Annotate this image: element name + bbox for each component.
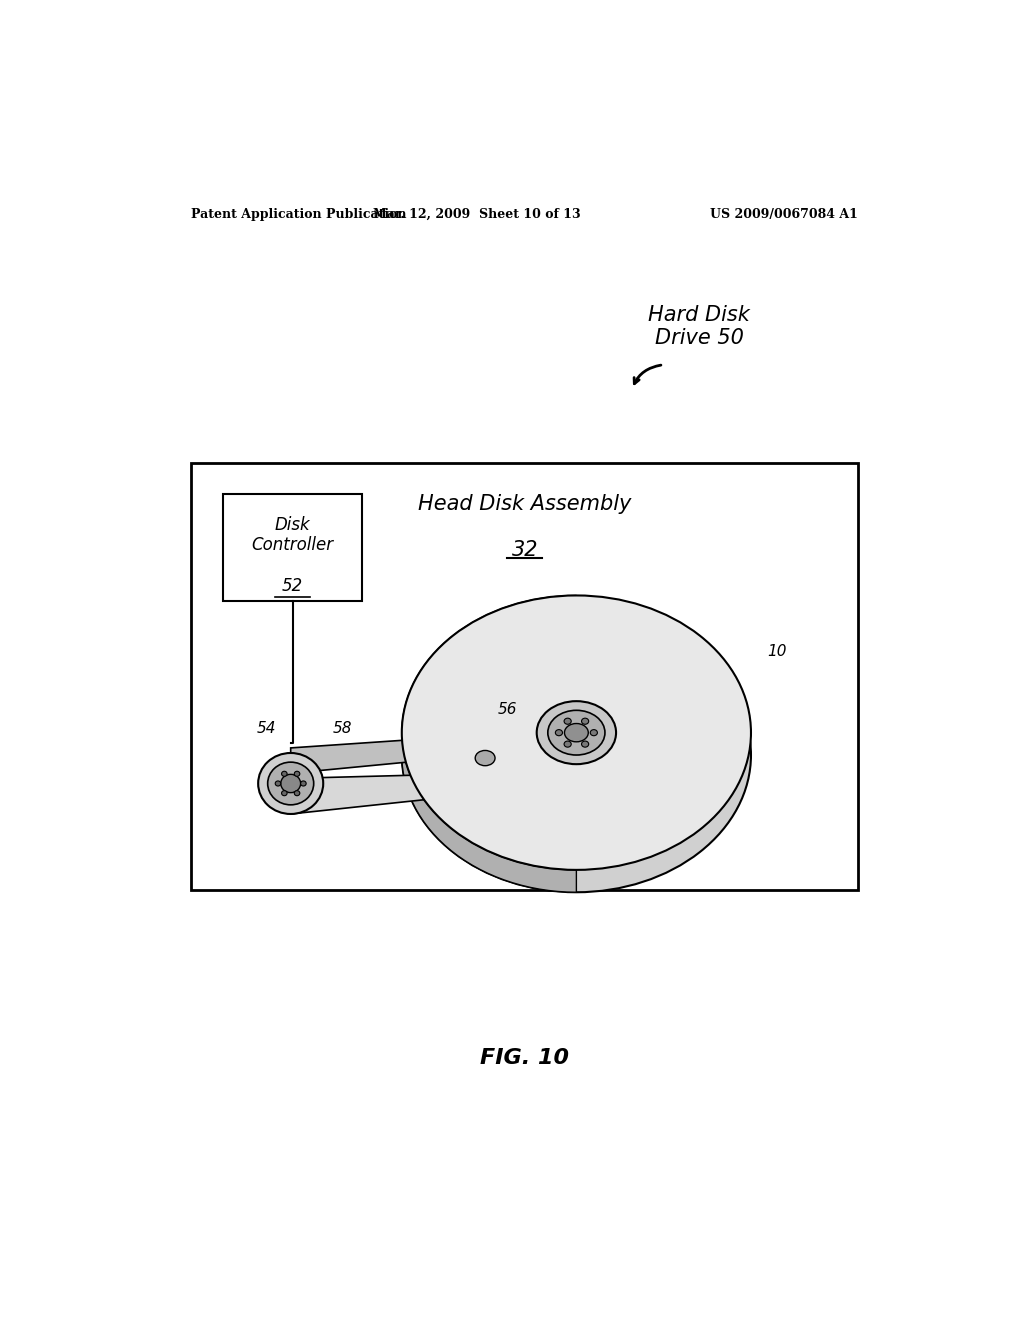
Ellipse shape [282, 791, 287, 796]
Ellipse shape [582, 741, 589, 747]
Text: Head Disk Assembly: Head Disk Assembly [418, 494, 632, 513]
Ellipse shape [582, 718, 589, 725]
Ellipse shape [564, 718, 571, 725]
Ellipse shape [475, 751, 495, 766]
Ellipse shape [281, 775, 301, 792]
Ellipse shape [564, 723, 588, 742]
Ellipse shape [555, 730, 562, 735]
Ellipse shape [564, 741, 571, 747]
Text: 54: 54 [257, 721, 276, 735]
Ellipse shape [401, 595, 751, 870]
Text: 58: 58 [333, 721, 352, 735]
FancyBboxPatch shape [223, 494, 362, 601]
Ellipse shape [294, 771, 300, 776]
Text: Mar. 12, 2009  Sheet 10 of 13: Mar. 12, 2009 Sheet 10 of 13 [374, 207, 581, 220]
Text: 32: 32 [512, 540, 538, 560]
Ellipse shape [590, 730, 597, 735]
Ellipse shape [401, 618, 751, 892]
Ellipse shape [301, 781, 306, 785]
Ellipse shape [537, 701, 616, 764]
Ellipse shape [258, 752, 324, 814]
Text: 56: 56 [498, 702, 517, 717]
Polygon shape [401, 595, 577, 892]
Text: Disk
Controller: Disk Controller [252, 516, 334, 554]
Ellipse shape [275, 781, 281, 785]
Text: 10: 10 [767, 644, 786, 659]
Ellipse shape [294, 791, 300, 796]
Text: Patent Application Publication: Patent Application Publication [191, 207, 407, 220]
Text: Hard Disk
Drive 50: Hard Disk Drive 50 [648, 305, 751, 347]
Ellipse shape [267, 762, 313, 805]
Ellipse shape [548, 710, 605, 755]
FancyBboxPatch shape [191, 463, 858, 890]
Polygon shape [291, 774, 489, 814]
Text: US 2009/0067084 A1: US 2009/0067084 A1 [711, 207, 858, 220]
Polygon shape [291, 735, 489, 774]
Text: FIG. 10: FIG. 10 [480, 1048, 569, 1068]
Ellipse shape [282, 771, 287, 776]
Text: 52: 52 [282, 577, 303, 595]
